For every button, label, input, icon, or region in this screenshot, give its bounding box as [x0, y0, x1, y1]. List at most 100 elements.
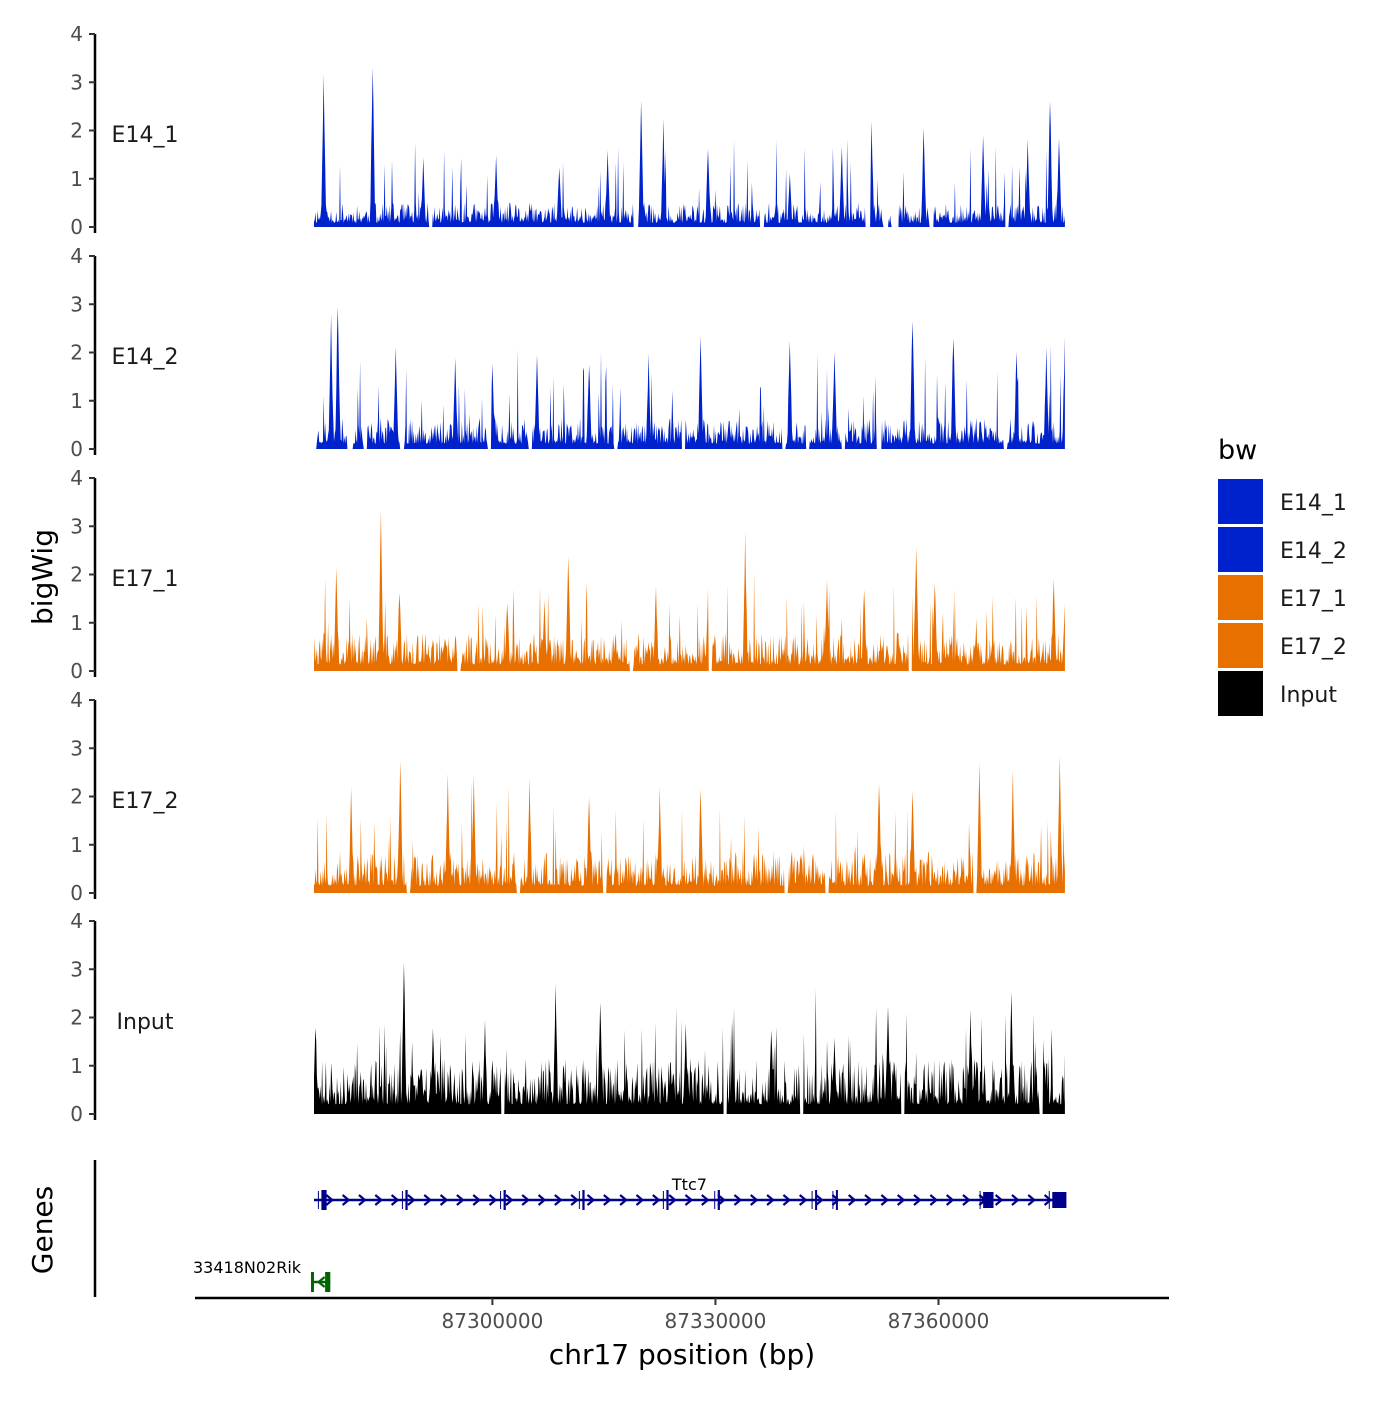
y-tick-label: 0: [70, 437, 83, 461]
track-e14-1: 0 1 2 3 4 E14_1: [70, 22, 1065, 239]
strand-arrow: [570, 1194, 579, 1206]
strand-arrow: [782, 1194, 792, 1206]
signal-area-input: [314, 962, 1065, 1114]
legend-label: E17_1: [1280, 587, 1347, 612]
track-label: E17_2: [112, 789, 179, 814]
strand-arrow: [423, 1194, 432, 1206]
legend-swatch: [1218, 527, 1263, 572]
strand-arrow: [586, 1194, 596, 1206]
strand-arrow: [554, 1194, 563, 1206]
exon: [325, 1272, 331, 1292]
strand-arrow: [472, 1194, 481, 1206]
gene-ttc7: Ttc7: [313, 1175, 1067, 1210]
legend-entry-e14-2: E14_2: [1218, 527, 1347, 572]
strand-arrow: [1043, 1194, 1053, 1206]
y-tick-label: 3: [70, 514, 83, 538]
y-tick-label: 0: [70, 215, 83, 239]
y-tick-label: 0: [70, 1102, 83, 1126]
exon: [310, 1272, 314, 1292]
legend-entry-e17-1: E17_1: [1218, 575, 1347, 620]
exon: [666, 1190, 669, 1210]
x-axis-title: chr17 position (bp): [549, 1338, 815, 1371]
exon: [405, 1190, 408, 1210]
strand-arrow: [962, 1194, 971, 1206]
y-tick-label: 4: [70, 466, 83, 490]
track-label: E17_1: [112, 567, 179, 592]
legend-entry-e17-2: E17_2: [1218, 623, 1347, 668]
strand-arrow: [1011, 1194, 1020, 1206]
strand-arrow: [994, 1194, 1004, 1206]
strand-arrow: [766, 1194, 775, 1206]
strand-arrow: [407, 1194, 416, 1206]
signal-area-e14-2: [314, 306, 1065, 449]
signal-area-e17-2: [314, 755, 1065, 893]
gene-label: 33418N02Rik: [193, 1258, 302, 1277]
x-tick-label: 87330000: [665, 1309, 767, 1333]
strand-arrow: [847, 1194, 857, 1206]
legend-label: Input: [1280, 683, 1337, 708]
exon: [983, 1192, 994, 1208]
legend-swatch: [1218, 575, 1263, 620]
strand-arrow: [603, 1194, 612, 1206]
track-label: E14_1: [112, 123, 179, 148]
exon: [321, 1190, 327, 1210]
y-axis-title-bigwig: bigWig: [26, 529, 59, 625]
y-tick-label: 1: [70, 1054, 83, 1078]
genes-layer: Ttc7 33418N02Rik: [93, 1160, 1067, 1297]
y-tick-label: 3: [70, 736, 83, 760]
exon: [503, 1190, 506, 1210]
legend-title: bw: [1218, 435, 1257, 466]
track-e17-2: 0 1 2 3 4 E17_2: [70, 688, 1065, 905]
strand-arrow: [316, 1276, 326, 1288]
legend-label: E14_1: [1280, 491, 1347, 516]
y-tick-label: 3: [70, 292, 83, 316]
strand-arrow: [668, 1194, 677, 1206]
strand-arrow: [684, 1194, 694, 1206]
strand-arrow: [537, 1194, 547, 1206]
exon: [1052, 1192, 1067, 1208]
legend-entry-input: Input: [1218, 671, 1337, 716]
x-tick-label: 87300000: [442, 1309, 544, 1333]
y-tick-label: 0: [70, 659, 83, 683]
track-e14-2: 0 1 2 3 4 E14_2: [70, 244, 1065, 461]
gene-33418n02rik: 33418N02Rik: [193, 1258, 331, 1292]
legend-entry-e14-1: E14_1: [1218, 479, 1347, 524]
strand-arrow: [864, 1194, 873, 1206]
track-input: 0 1 2 3 4 Input: [70, 909, 1065, 1126]
strand-arrow: [652, 1194, 661, 1206]
strand-arrow: [325, 1194, 335, 1206]
strand-arrow: [799, 1194, 808, 1206]
y-tick-label: 1: [70, 389, 83, 413]
strand-arrow: [1027, 1194, 1036, 1206]
legend-swatch: [1218, 479, 1263, 524]
strand-arrow: [341, 1194, 351, 1206]
strand-arrow: [750, 1194, 759, 1206]
legend: bw E14_1 E14_2 E17_1 E17_2 Input: [1218, 435, 1347, 716]
y-tick-label: 1: [70, 611, 83, 635]
legend-swatch: [1218, 671, 1263, 716]
y-tick-label: 4: [70, 22, 83, 46]
strand-arrow: [439, 1194, 449, 1206]
strand-arrow: [390, 1194, 400, 1206]
y-tick-label: 4: [70, 688, 83, 712]
y-tick-label: 4: [70, 244, 83, 268]
track-label: Input: [117, 1010, 174, 1035]
y-tick-label: 0: [70, 881, 83, 905]
legend-label: E14_2: [1280, 539, 1347, 564]
y-tick-label: 4: [70, 909, 83, 933]
track-label: E14_2: [112, 345, 179, 370]
strand-arrow: [521, 1194, 530, 1206]
legend-label: E17_2: [1280, 635, 1347, 660]
strand-arrow: [733, 1194, 743, 1206]
y-tick-label: 2: [70, 563, 83, 587]
strand-arrow: [701, 1194, 710, 1206]
y-tick-label: 1: [70, 167, 83, 191]
signal-area-e17-1: [314, 510, 1065, 671]
y-tick-label: 2: [70, 1006, 83, 1030]
y-tick-label: 3: [70, 70, 83, 94]
strand-arrow: [815, 1194, 824, 1206]
strand-arrow: [896, 1194, 906, 1206]
x-axis: 87300000 87330000 87360000: [195, 1296, 1169, 1333]
strand-arrow: [619, 1194, 628, 1206]
